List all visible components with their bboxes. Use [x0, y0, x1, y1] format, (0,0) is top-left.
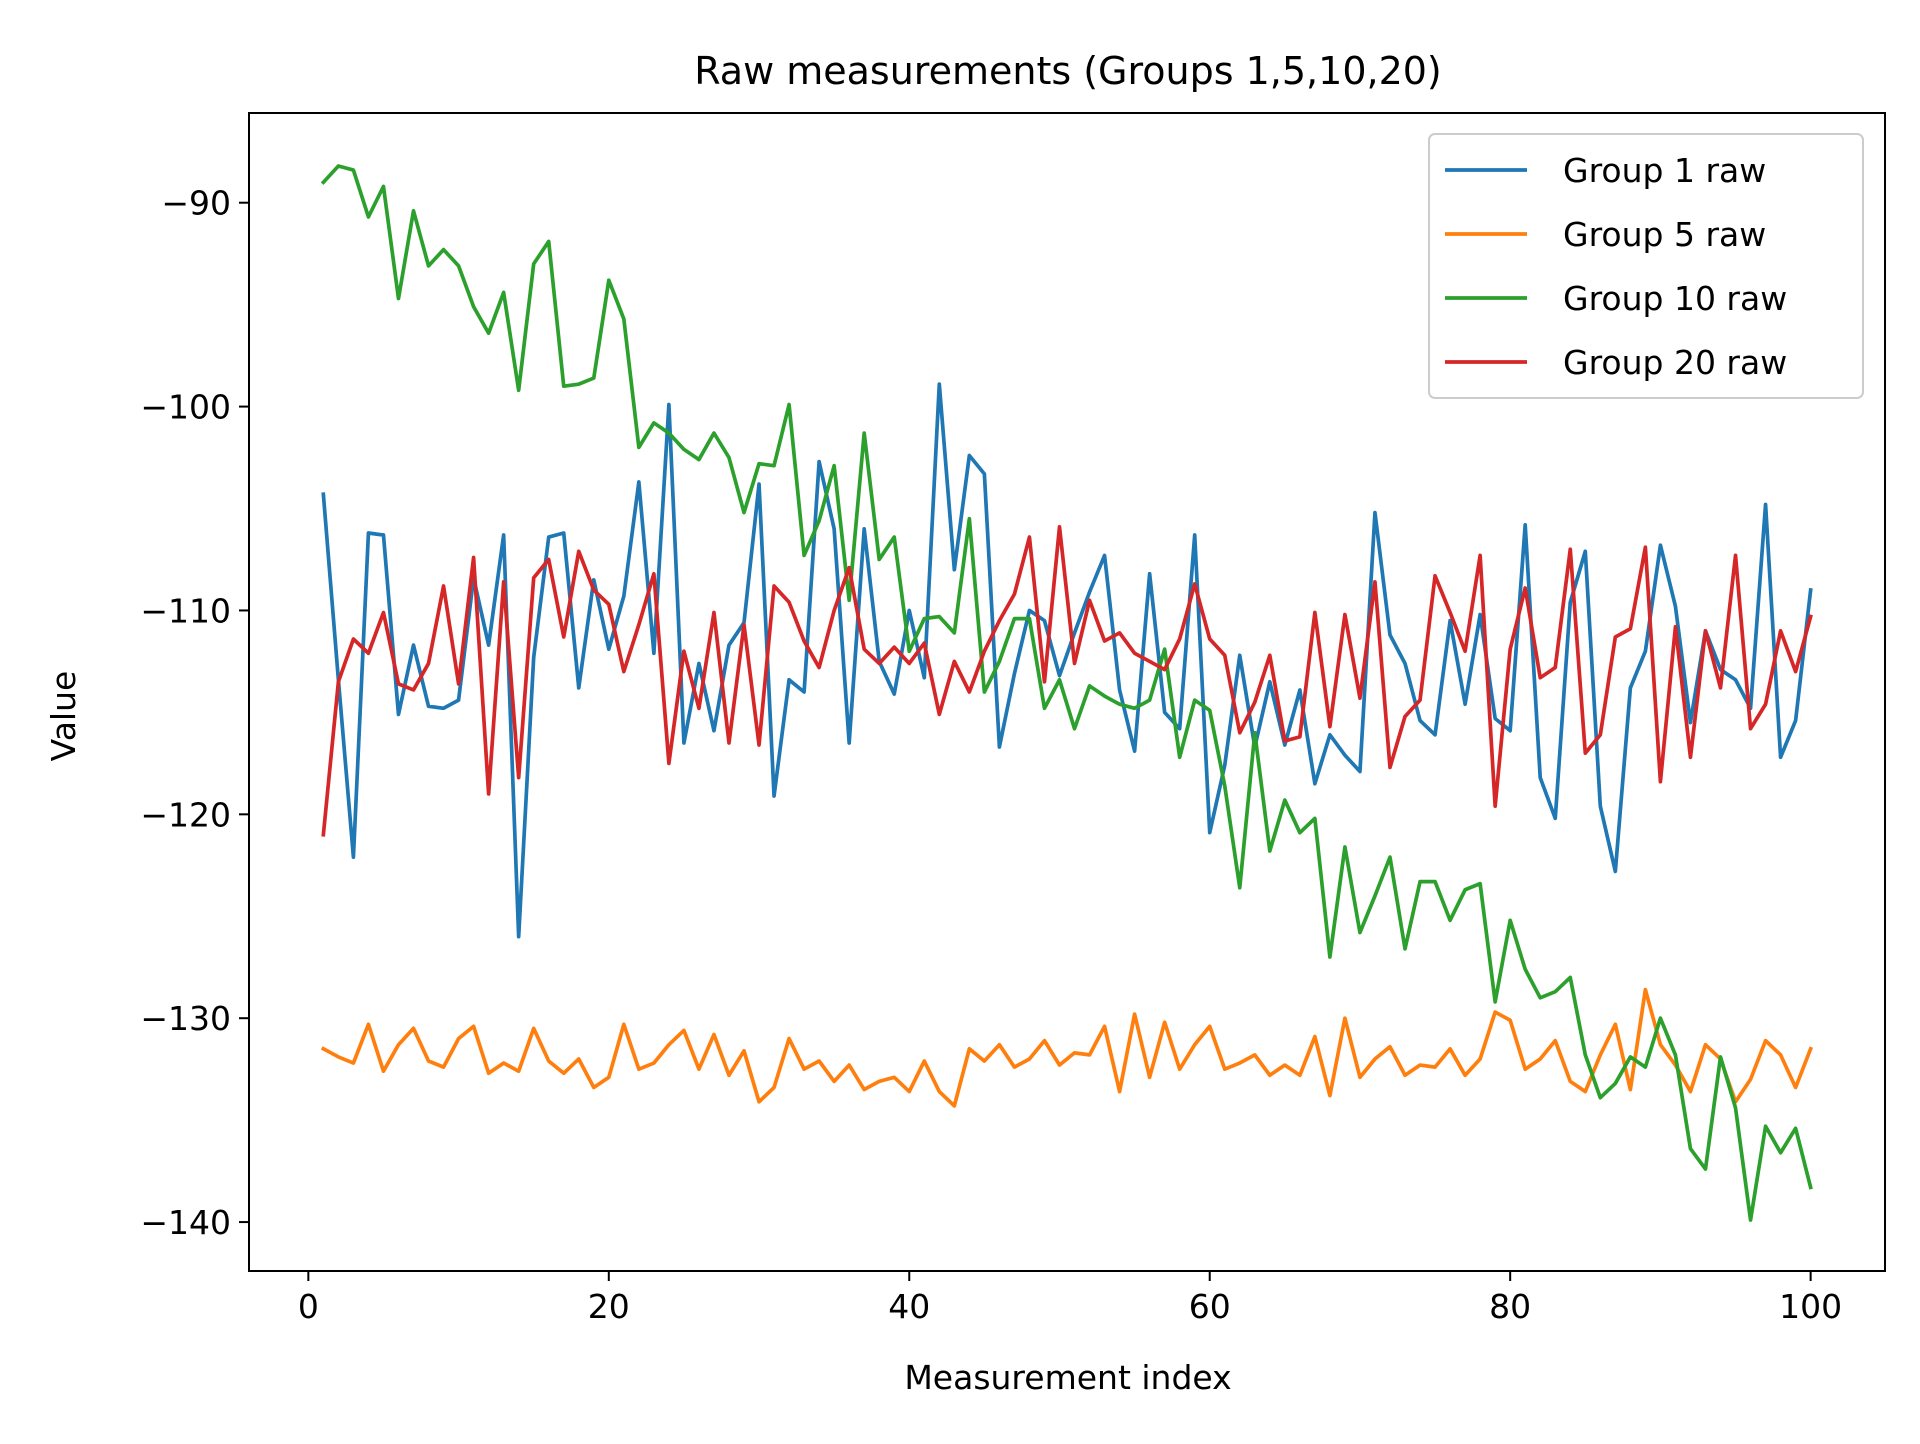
legend-label: Group 20 raw [1563, 343, 1787, 382]
legend: Group 1 raw Group 5 raw Group 10 raw Group … [1428, 133, 1864, 399]
x-tick-label: 80 [1489, 1287, 1531, 1326]
y-tick-label: −120 [140, 795, 231, 834]
y-tick-label: −130 [140, 999, 231, 1038]
y-tick-label: −140 [140, 1203, 231, 1242]
series-line-group-1-raw [321, 382, 1813, 939]
series-lines [320, 164, 1814, 1222]
plot-area-frame [248, 112, 1886, 1272]
y-tick-label: −90 [161, 184, 231, 223]
y-tick-label: −110 [140, 591, 231, 630]
y-tick-label: −100 [140, 388, 231, 427]
x-tick-label: 20 [588, 1287, 630, 1326]
series-line-group-10-raw [320, 164, 1813, 1222]
series-line-group-5-raw [320, 987, 1814, 1108]
series-line-group-20-raw [321, 525, 1813, 837]
chart-title: Raw measurements (Groups 1,5,10,20) [694, 49, 1442, 93]
legend-label: Group 5 raw [1563, 215, 1766, 254]
axis-ticks: 0 20 40 60 80 100 −140 −130 −120 −110 −100 −90 [140, 184, 1842, 1326]
x-tick-label: 0 [298, 1287, 319, 1326]
x-tick-label: 100 [1779, 1287, 1842, 1326]
legend-label: Group 10 raw [1563, 279, 1787, 318]
x-axis-label: Measurement index [904, 1358, 1231, 1397]
legend-label: Group 1 raw [1563, 151, 1766, 190]
y-axis-label: Value [44, 671, 83, 762]
x-tick-label: 60 [1189, 1287, 1231, 1326]
x-tick-label: 40 [888, 1287, 930, 1326]
legend-box [1428, 133, 1864, 399]
